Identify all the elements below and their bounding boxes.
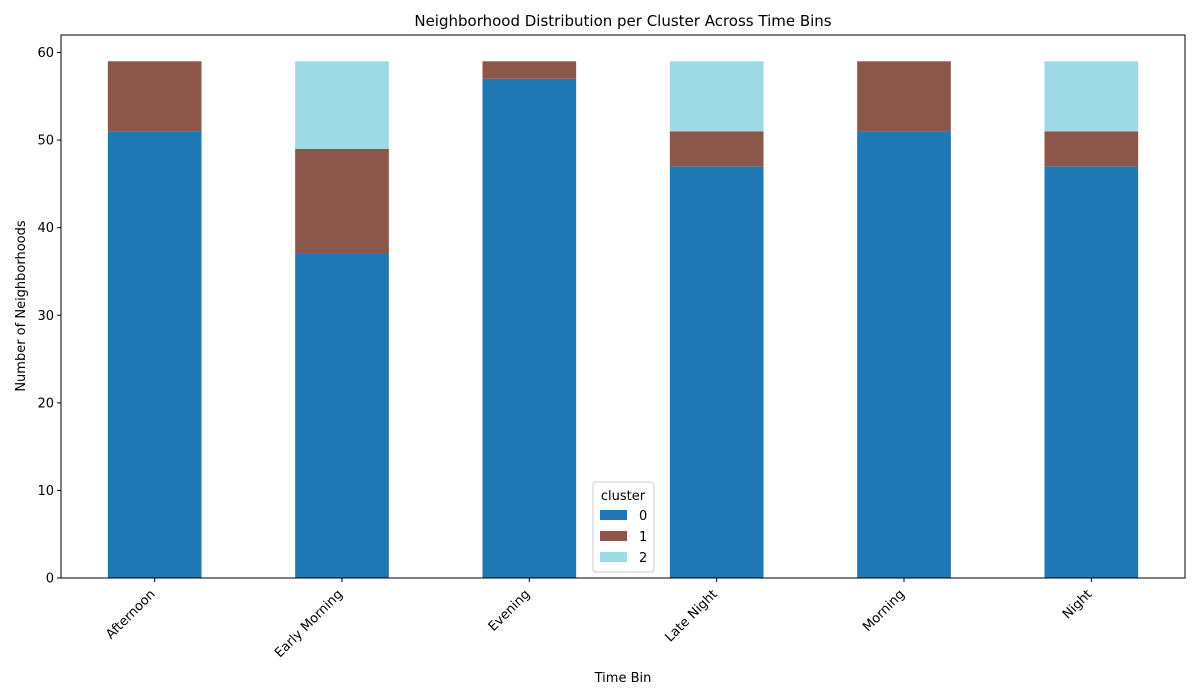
legend-swatch-cluster-1: [600, 531, 627, 541]
y-tick-label: 60: [37, 46, 54, 61]
legend-box: [592, 481, 655, 573]
x-tick-label: Late Night: [662, 587, 720, 645]
y-tick-label: 50: [37, 134, 54, 149]
plot-frame: [60, 34, 1186, 579]
y-tick-label: 0: [46, 572, 54, 587]
x-tick-label: Morning: [860, 587, 908, 635]
x-axis: Afternoon Early Morning Evening Late Night M…: [103, 578, 1095, 661]
y-tick-label: 10: [37, 484, 54, 499]
chart-title: Neighborhood Distribution per Cluster Ac…: [414, 12, 831, 30]
legend-label-cluster-0: 0: [639, 509, 647, 524]
x-tick-label: Early Morning: [272, 587, 346, 661]
y-axis: 0 10 20 30 40 50 60: [37, 46, 61, 587]
y-tick-label: 40: [37, 221, 54, 236]
bar-early-morning-cluster-1: [295, 148, 389, 254]
y-tick-label: 30: [37, 309, 54, 324]
x-axis-title: Time Bin: [594, 671, 652, 686]
bar-late-night-cluster-0: [669, 166, 764, 578]
bar-late-night-cluster-2: [669, 61, 764, 132]
bar-evening-cluster-0: [482, 78, 577, 579]
legend-title: cluster: [601, 489, 646, 504]
bar-early-morning-cluster-0: [295, 253, 389, 579]
bar-afternoon-cluster-1: [107, 61, 202, 132]
bar-late-night-cluster-1: [669, 131, 764, 167]
legend-items: 0 1 2: [600, 509, 647, 566]
legend-label-cluster-2: 2: [639, 551, 647, 566]
bar-night-cluster-2: [1044, 61, 1139, 132]
x-tick-label: Afternoon: [103, 587, 158, 642]
bar-evening-cluster-1: [482, 61, 577, 79]
y-tick-label: 20: [37, 396, 54, 411]
bar-early-morning-cluster-2: [295, 61, 389, 149]
x-tick-label: Night: [1060, 587, 1095, 622]
bar-morning-cluster-0: [857, 131, 951, 578]
legend-swatch-cluster-2: [600, 552, 627, 562]
legend-swatch-cluster-0: [600, 510, 627, 520]
legend: cluster 0 1 2: [592, 481, 655, 573]
bar-night-cluster-0: [1044, 166, 1139, 578]
bars-group: [107, 61, 1139, 579]
x-tick-label: Evening: [486, 587, 534, 635]
bar-night-cluster-1: [1044, 131, 1139, 167]
y-axis-title: Number of Neighborhoods: [14, 220, 29, 392]
legend-label-cluster-1: 1: [639, 530, 647, 545]
bar-afternoon-cluster-0: [107, 131, 202, 578]
bar-morning-cluster-1: [857, 61, 951, 132]
